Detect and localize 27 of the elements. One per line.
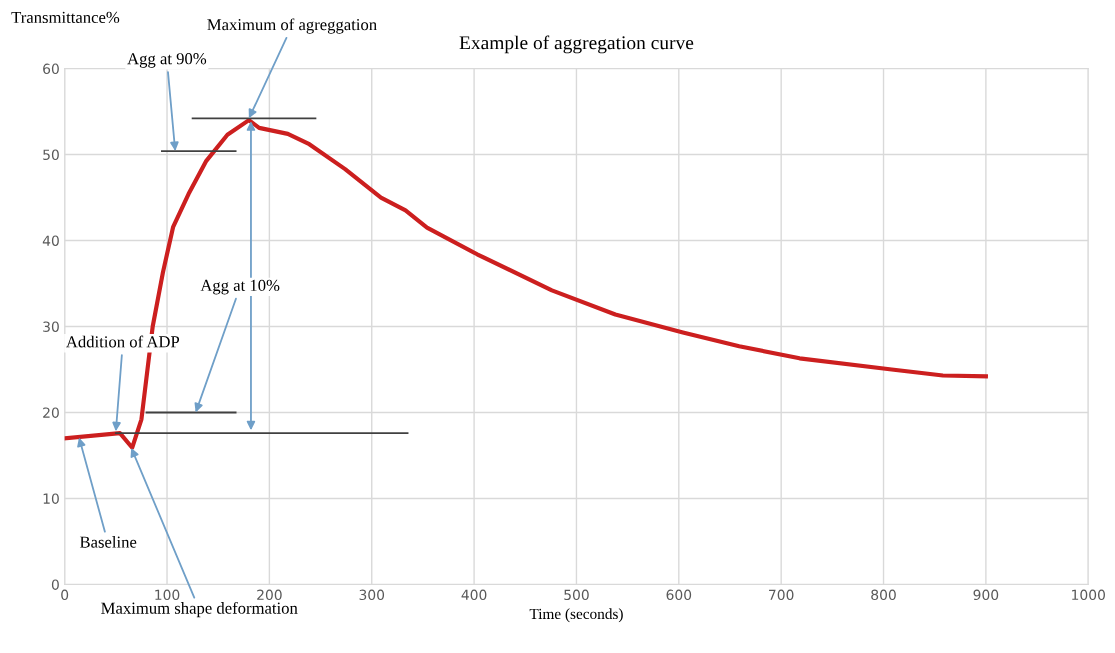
x-tick-label: 100 (155, 589, 180, 601)
y-tick-label: 20 (43, 407, 59, 418)
x-tick-label: 0 (61, 589, 69, 601)
x-tick-label: 800 (871, 589, 896, 601)
y-tick-label: 0 (51, 579, 59, 590)
annotation: Agg at 10% (200, 279, 280, 295)
x-tick-label: 1000 (1072, 589, 1105, 601)
x-tick-label: 600 (666, 589, 692, 601)
y-axis-title: Transmittance% (11, 11, 120, 24)
y-tick-label: 40 (42, 235, 59, 246)
y-tick-label: 30 (43, 321, 59, 332)
x-tick-label: 400 (461, 589, 487, 601)
x-tick-label: 900 (973, 589, 999, 601)
y-tick-label: 10 (43, 493, 59, 504)
annotation: Maximum shape deformation (101, 601, 298, 618)
y-tick-label: 50 (43, 149, 59, 161)
annotation: Baseline (79, 536, 137, 548)
annotation: Addition of ADP (66, 335, 180, 348)
annotation: Maximum of agreggation (207, 18, 377, 34)
x-tick-label: 300 (359, 589, 385, 601)
x-tick-label: 500 (564, 589, 589, 601)
chart-title: Example of aggregation curve (459, 35, 694, 54)
x-tick-label: 200 (257, 589, 282, 601)
x-axis-title: Time (seconds) (529, 608, 623, 623)
annotation: Agg at 90% (127, 53, 207, 68)
y-tick-label: 60 (43, 63, 59, 75)
x-tick-label: 700 (769, 589, 794, 601)
